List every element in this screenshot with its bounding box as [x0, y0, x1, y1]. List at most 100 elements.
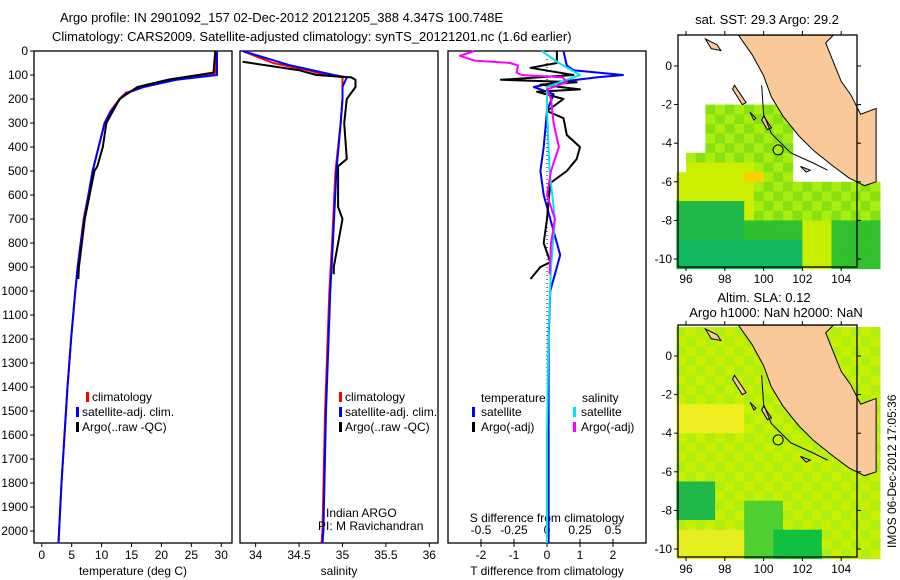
map-cell: [763, 462, 774, 473]
map-cell: [676, 520, 687, 531]
map-cell: [676, 181, 687, 192]
map-cell: [724, 375, 735, 386]
map-cell: [860, 375, 871, 386]
map-cell: [695, 500, 706, 511]
lat-tick-label: -10: [655, 252, 673, 266]
temperature-panel: 0100200300400500600700800900100011001200…: [1, 44, 233, 578]
map-cell: [841, 259, 852, 270]
map-cell: [686, 259, 697, 270]
map-cell: [860, 384, 871, 396]
map-cell: [783, 539, 794, 550]
map-cell: [705, 104, 716, 115]
map-cell: [724, 133, 735, 144]
lat-tick-label: 0: [665, 349, 672, 363]
map-cell: [821, 220, 832, 231]
map-cell: [783, 143, 794, 154]
map-cell: [705, 114, 716, 125]
legend-swatch-t-argo: [472, 422, 475, 432]
map-cell: [734, 172, 745, 183]
map-cell: [715, 172, 726, 183]
map-cell: [792, 220, 803, 231]
y-tick-label: 500: [8, 164, 28, 178]
map-cell: [744, 549, 755, 560]
series-s-argo-adj-: [458, 50, 568, 275]
map-cell: [724, 520, 735, 531]
map-cell: [753, 423, 765, 434]
map-cell: [773, 413, 784, 425]
map-cell: [783, 520, 794, 531]
map-cell: [821, 191, 832, 202]
map-cell: [705, 365, 716, 376]
legend-swatch-argo: [76, 422, 79, 432]
map-cell: [773, 491, 784, 502]
map-cell: [724, 356, 735, 367]
map-cell: [744, 230, 755, 241]
map-cell: [753, 500, 765, 511]
map-cell: [831, 191, 842, 202]
map-cell: [870, 201, 881, 212]
map-cell: [676, 191, 687, 202]
map-cell: [734, 346, 745, 357]
map-cell: [860, 191, 871, 202]
map-cell: [695, 529, 706, 540]
lon-tick-label: 98: [718, 272, 732, 286]
map-cell: [676, 327, 687, 338]
map-cell: [773, 404, 784, 415]
map-cell: [715, 375, 726, 386]
map-cell: [841, 327, 852, 338]
map-cell: [676, 201, 687, 212]
map-cell: [870, 384, 881, 396]
map-cell: [763, 104, 774, 115]
map-cell: [744, 462, 755, 473]
map-cell: [734, 210, 745, 221]
map-cell: [676, 394, 687, 405]
map-cell: [792, 491, 803, 502]
map-cell: [686, 423, 697, 434]
map-cell: [850, 346, 862, 357]
y-tick-label: 600: [8, 188, 28, 202]
map-cell: [744, 394, 755, 405]
series-argo-raw-qc-: [77, 50, 217, 280]
map-cell: [870, 210, 881, 221]
legend-swatch-s-argo: [573, 422, 576, 432]
map-cell: [676, 423, 687, 434]
map-cell: [724, 191, 735, 202]
y-tick-label: 1200: [1, 332, 28, 346]
map-cell: [870, 181, 881, 192]
map-cell: [744, 404, 755, 415]
map-cell: [783, 191, 794, 202]
map-cell: [705, 152, 716, 163]
map-cell: [734, 114, 745, 125]
map-cell: [792, 510, 803, 521]
map-cell: [783, 220, 794, 231]
map-cell: [850, 201, 862, 212]
map-cell: [821, 230, 832, 241]
x-axis-label: salinity: [321, 564, 358, 578]
map-cell: [850, 471, 862, 482]
map-cell: [773, 162, 784, 173]
map-cell: [695, 210, 706, 221]
map-cell: [860, 365, 871, 376]
map-cell: [821, 491, 832, 502]
map-cell: [676, 259, 687, 270]
map-cell: [734, 433, 745, 444]
map-cell: [753, 133, 765, 144]
map-cell: [734, 327, 745, 338]
title-line-1: Argo profile: IN 2901092_157 02-Dec-2012…: [60, 10, 503, 25]
map-cell: [695, 239, 706, 250]
map-cell: [705, 133, 716, 144]
map-cell: [860, 336, 871, 347]
plot-frame: [33, 50, 233, 544]
map-cell: [831, 549, 842, 560]
map-cell: [734, 442, 745, 453]
map-cell: [870, 220, 881, 231]
map-cell: [763, 471, 774, 482]
map-cell: [812, 510, 823, 521]
map-cell: [792, 539, 803, 550]
map-cell: [676, 413, 687, 425]
map-cell: [676, 462, 687, 473]
lat-tick-label: -8: [661, 213, 672, 227]
map-cell: [724, 143, 735, 154]
map-cell: [734, 201, 745, 212]
map-cell: [802, 491, 813, 502]
